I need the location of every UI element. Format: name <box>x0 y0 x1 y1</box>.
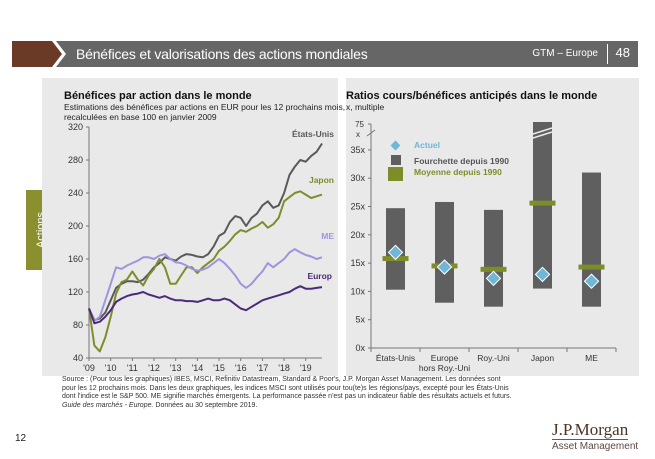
left-chart-subtitle-2: recalculées en base 100 en janvier 2009 <box>64 112 217 122</box>
source-date: Données au 30 septembre 2019. <box>155 401 258 409</box>
x-tick-label: '19 <box>300 363 312 373</box>
series-line-me <box>88 248 323 322</box>
x-tick-label: '11 <box>127 363 138 373</box>
axis-break-mark <box>366 129 376 137</box>
header-arrow-icon <box>52 41 62 67</box>
slide-title: Bénéfices et valorisations des actions m… <box>76 46 368 62</box>
y-tick-label: 35x <box>350 145 365 155</box>
range-bar <box>582 172 601 307</box>
legend-mean-swatch <box>388 167 403 181</box>
x-tick-label: '18 <box>278 363 290 373</box>
series-label: Europ <box>307 271 332 281</box>
mean-marker <box>578 264 605 270</box>
x-tick-label: '15 <box>213 363 225 373</box>
y-tick-label: 40 <box>73 353 83 363</box>
y-tick-label: 240 <box>68 188 83 198</box>
series-line-europe <box>88 285 323 325</box>
x-tick-label: '12 <box>148 363 160 373</box>
y-tick-label: 200 <box>68 221 83 231</box>
x-tick-label: '17 <box>257 363 269 373</box>
header-divider <box>607 44 608 64</box>
y-tick-label: 160 <box>68 254 83 264</box>
y-tick-label: 120 <box>68 287 83 297</box>
source-text: Source : (Pour tous les graphiques) IBES… <box>62 376 512 400</box>
legend-range-swatch <box>391 155 401 165</box>
bar-break-mark <box>532 131 553 139</box>
current-marker <box>436 259 453 275</box>
x-tick-label: '09 <box>83 363 95 373</box>
range-bar <box>435 201 454 303</box>
category-label: Japon <box>531 353 554 363</box>
series-label: Japon <box>309 175 334 185</box>
current-marker <box>387 244 404 261</box>
series-label: ME <box>321 231 334 241</box>
x-tick-label: '13 <box>170 363 182 373</box>
left-chart-title: Bénéfices par action dans le monde <box>64 90 252 102</box>
y-tick-label: 30x <box>350 173 365 183</box>
y-tick-label: x <box>356 130 360 139</box>
current-marker <box>583 273 600 289</box>
jpmorgan-logo: J.P.Morgan <box>552 420 629 440</box>
current-marker <box>534 266 551 283</box>
legend-range-label: Fourchette depuis 1990 <box>414 156 509 166</box>
legend-actuel-swatch <box>390 140 401 151</box>
left-chart-subtitle-1: Estimations des bénéfices par actions en… <box>64 102 346 112</box>
y-tick-label: 320 <box>68 122 83 132</box>
eps-line-chart: 40 80 120 160 200 240 280 320 '09 '10 '11 '12 '13 '14… <box>68 122 334 373</box>
x-tick-label: '10 <box>105 363 117 373</box>
y-tick-label: 280 <box>68 155 83 165</box>
y-tick-label: 25x <box>350 202 365 212</box>
legend-mean-label: Moyenne depuis 1990 <box>414 167 502 177</box>
y-tick-label: 5x <box>355 315 365 325</box>
header-bar <box>56 41 638 67</box>
y-tick-label: 80 <box>73 320 83 330</box>
category-label: hors Roy.-Uni <box>419 363 470 373</box>
source-italic: Guide des marchés - Europe. <box>62 401 154 409</box>
asset-management-label: Asset Management <box>552 441 639 452</box>
series-line-tatsunis <box>88 142 323 322</box>
page-number: 12 <box>15 433 27 444</box>
category-label: États-Unis <box>376 353 415 363</box>
mean-marker <box>480 266 507 272</box>
current-marker <box>485 270 502 287</box>
y-tick-label: 0x <box>355 343 365 353</box>
category-label: ME <box>585 353 598 363</box>
right-chart-subtitle: x, multiple <box>346 102 385 112</box>
mean-marker <box>529 200 556 206</box>
header-brand-block <box>12 41 52 67</box>
y-tick-label: 75 <box>355 120 364 129</box>
y-tick-label: 10x <box>350 286 365 296</box>
y-tick-label: 20x <box>350 230 365 240</box>
right-chart-title: Ratios cours/bénéfices anticipés dans le… <box>346 90 598 102</box>
legend-actuel-label: Actuel <box>414 140 440 150</box>
pe-ratio-chart: 75x 0x 5x 10x 15x 20x 25x 30x 35x États-Unis Europ… <box>350 120 617 373</box>
header-page-number: 48 <box>615 45 630 60</box>
source-note: Source : (Pour tous les graphiques) IBES… <box>62 376 512 410</box>
y-tick-label: 15x <box>350 258 365 268</box>
x-tick-label: '14 <box>192 363 204 373</box>
series-label: États-Unis <box>292 129 334 139</box>
x-tick-label: '16 <box>235 363 247 373</box>
slide-header: Bénéfices et valorisations des actions m… <box>12 41 638 67</box>
category-label: Europe <box>431 353 459 363</box>
series-line-japon <box>88 190 323 353</box>
bar-break-mark <box>532 127 553 135</box>
category-label: Roy.-Uni <box>477 353 510 363</box>
gtm-label: GTM – Europe <box>532 48 598 59</box>
range-bar <box>484 209 503 307</box>
